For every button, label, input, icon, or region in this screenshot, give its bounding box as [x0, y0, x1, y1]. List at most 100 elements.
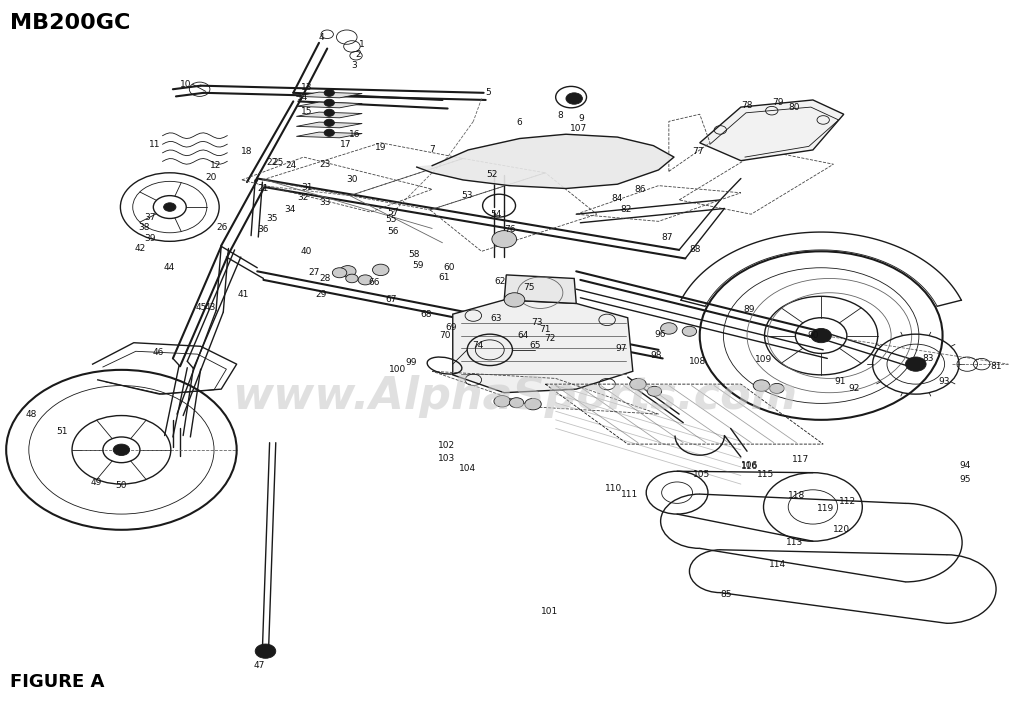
Text: 12: 12 [210, 161, 222, 170]
Text: 41: 41 [237, 290, 249, 298]
Text: 113: 113 [786, 538, 803, 547]
Text: 9: 9 [578, 114, 584, 123]
Text: 117: 117 [792, 456, 809, 464]
Text: 45: 45 [196, 303, 208, 311]
Text: 56: 56 [387, 227, 399, 236]
Text: FIGURE A: FIGURE A [10, 673, 105, 691]
Text: 62: 62 [494, 277, 506, 286]
Text: 26: 26 [216, 223, 228, 231]
Text: 86: 86 [634, 186, 646, 194]
Text: 68: 68 [420, 310, 432, 318]
Text: 98: 98 [650, 351, 663, 360]
Circle shape [906, 357, 926, 371]
Circle shape [324, 99, 334, 106]
Text: 10: 10 [179, 80, 191, 89]
Circle shape [753, 380, 770, 391]
Text: 72: 72 [543, 334, 556, 343]
Text: 35: 35 [265, 214, 278, 223]
Text: 39: 39 [144, 234, 156, 243]
Text: 47: 47 [253, 661, 265, 670]
Text: 96: 96 [654, 330, 667, 338]
Text: 110: 110 [605, 484, 622, 493]
Text: 80: 80 [788, 103, 801, 111]
Text: 27: 27 [308, 268, 320, 277]
Text: 22: 22 [267, 159, 277, 167]
Text: 119: 119 [817, 504, 833, 513]
Circle shape [647, 386, 662, 396]
Text: 81: 81 [990, 363, 1002, 371]
Circle shape [324, 109, 334, 116]
Text: 84: 84 [611, 194, 624, 203]
Text: 83: 83 [922, 354, 934, 363]
Text: 76: 76 [504, 226, 517, 234]
Text: 40: 40 [300, 247, 313, 256]
Text: 17: 17 [340, 141, 352, 149]
Circle shape [509, 398, 524, 408]
Text: 75: 75 [523, 283, 535, 291]
Text: 51: 51 [56, 427, 68, 436]
Circle shape [492, 231, 517, 248]
Text: 16: 16 [349, 131, 361, 139]
Circle shape [332, 268, 347, 278]
Circle shape [255, 644, 276, 658]
Text: 85: 85 [720, 590, 733, 598]
Text: 90: 90 [807, 331, 819, 340]
Text: 93: 93 [938, 377, 951, 386]
Text: 73: 73 [531, 318, 543, 327]
Text: 20: 20 [205, 173, 217, 181]
Text: 88: 88 [689, 246, 702, 254]
Text: 105: 105 [694, 470, 710, 478]
Text: 71: 71 [539, 326, 552, 334]
Polygon shape [296, 112, 362, 118]
Text: 116: 116 [741, 463, 757, 471]
Polygon shape [417, 134, 674, 188]
Text: 42: 42 [135, 244, 145, 253]
Polygon shape [296, 102, 362, 108]
Circle shape [630, 378, 646, 390]
Circle shape [504, 293, 525, 307]
Text: 34: 34 [284, 206, 296, 214]
Text: 92: 92 [848, 384, 860, 393]
Text: 2: 2 [355, 51, 361, 59]
Text: 111: 111 [622, 490, 638, 498]
Text: 23: 23 [319, 160, 331, 169]
Text: 52: 52 [486, 170, 498, 178]
Text: 99: 99 [405, 358, 418, 367]
Text: 55: 55 [385, 216, 397, 224]
Circle shape [372, 264, 389, 276]
Text: 87: 87 [661, 233, 673, 241]
Text: 102: 102 [438, 441, 455, 450]
Text: 15: 15 [300, 107, 313, 116]
Text: 77: 77 [691, 147, 704, 156]
Text: 5: 5 [485, 89, 491, 97]
Text: 60: 60 [442, 263, 455, 271]
Polygon shape [453, 300, 633, 393]
Text: 46: 46 [152, 348, 165, 357]
Text: 59: 59 [412, 261, 424, 270]
Text: 107: 107 [570, 124, 587, 133]
Text: 32: 32 [296, 193, 309, 201]
Text: 8: 8 [557, 111, 563, 120]
Circle shape [661, 323, 677, 334]
Polygon shape [700, 100, 844, 161]
Text: 109: 109 [755, 356, 772, 364]
Text: 79: 79 [772, 99, 784, 107]
Text: 94: 94 [959, 461, 971, 470]
Text: 28: 28 [319, 274, 331, 283]
Text: 48: 48 [25, 410, 37, 418]
Text: 106: 106 [741, 461, 757, 470]
Circle shape [340, 266, 356, 277]
Circle shape [811, 328, 831, 343]
Text: 54: 54 [490, 210, 502, 218]
Text: 33: 33 [319, 198, 331, 207]
Text: 120: 120 [833, 526, 850, 534]
Text: 95: 95 [959, 476, 971, 484]
Text: 64: 64 [517, 331, 529, 340]
Text: www.AlphaSports.com: www.AlphaSports.com [232, 375, 797, 418]
Text: 69: 69 [445, 323, 457, 331]
Circle shape [164, 203, 176, 211]
Circle shape [113, 444, 130, 456]
Circle shape [324, 89, 334, 96]
Text: 97: 97 [615, 344, 628, 353]
Circle shape [682, 326, 697, 336]
